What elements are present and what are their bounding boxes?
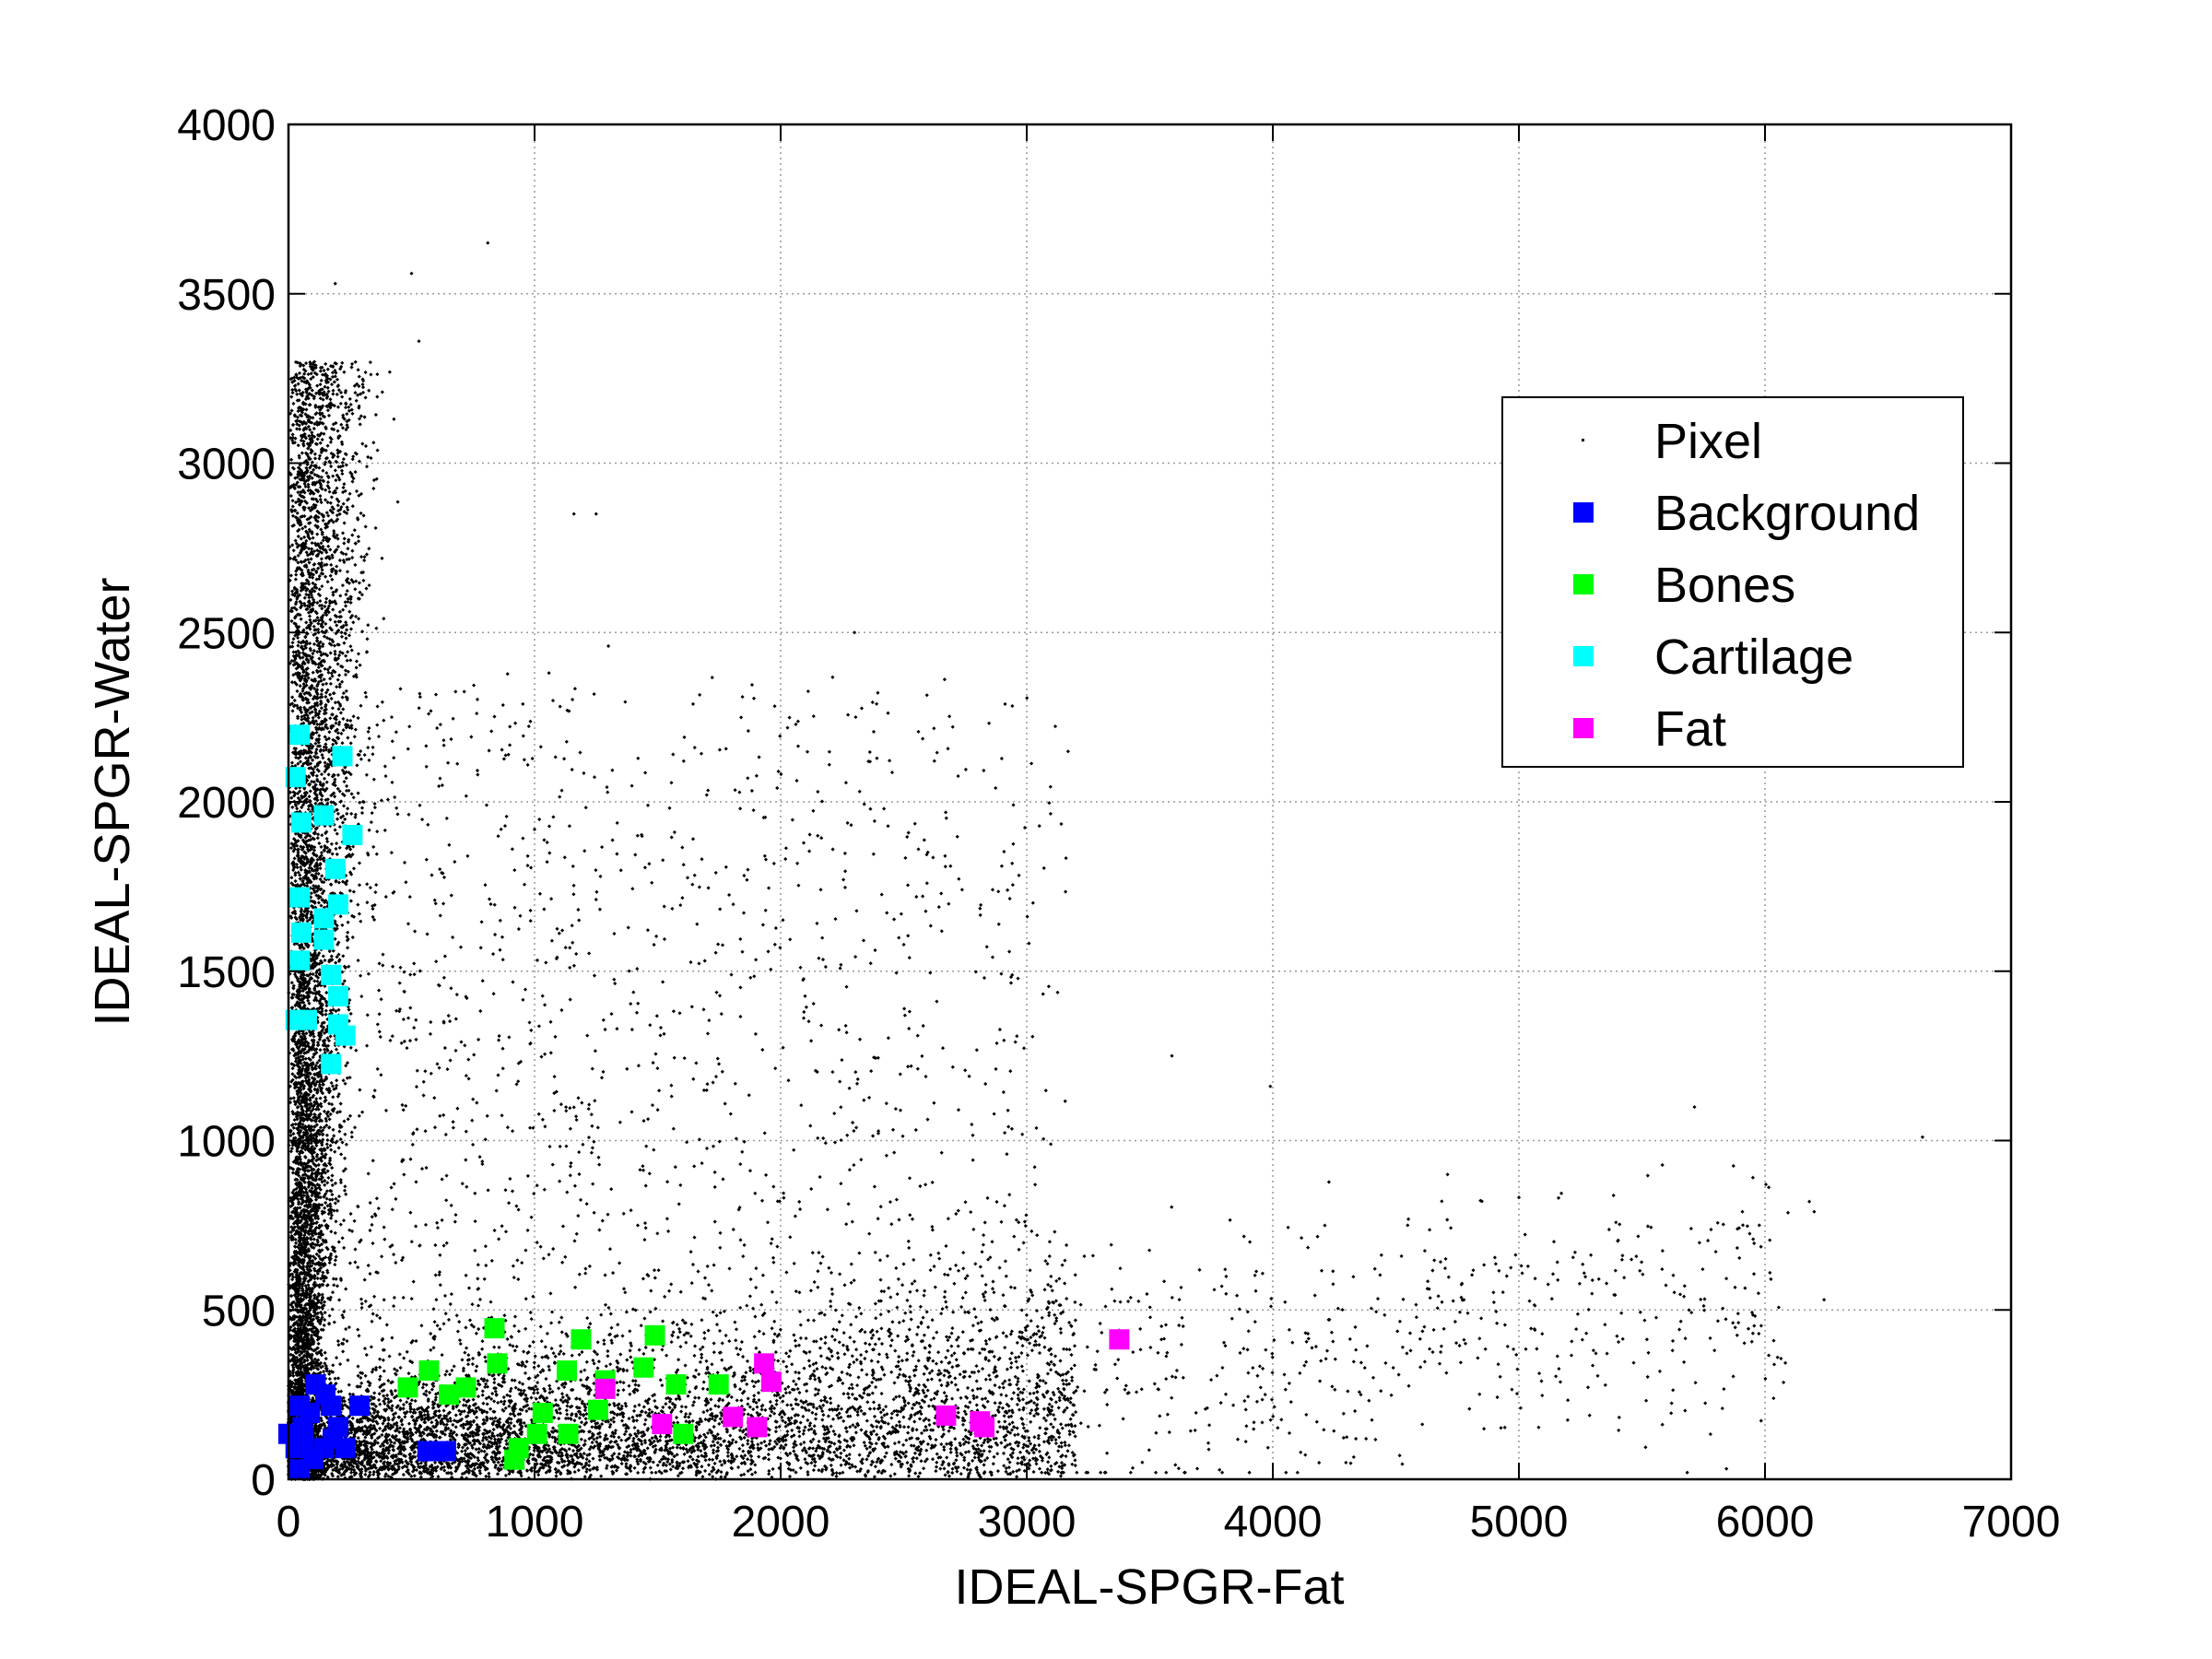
- marker-cartilage: [290, 922, 312, 943]
- marker-cartilage: [285, 767, 306, 788]
- y-tick-label: 1500: [177, 948, 276, 997]
- grid: [288, 124, 2011, 1479]
- marker-bones: [439, 1384, 460, 1406]
- marker-cartilage: [327, 985, 348, 1006]
- y-tick-label: 2000: [177, 779, 276, 828]
- x-axis-label: IDEAL-SPGR-Fat: [954, 1559, 1344, 1615]
- y-axis-label: IDEAL-SPGR-Water: [85, 577, 140, 1026]
- marker-bones: [708, 1374, 729, 1395]
- marker-cartilage: [290, 812, 312, 833]
- marker-bones: [418, 1360, 440, 1382]
- x-tick-label: 0: [276, 1498, 301, 1547]
- marker-background: [300, 1402, 321, 1423]
- legend: Pixel Background Bones Cartilage Fat: [1501, 396, 1964, 768]
- legend-background-icon: [1573, 502, 1594, 523]
- y-tick-label: 3500: [177, 271, 276, 320]
- marker-background: [417, 1441, 438, 1462]
- legend-bones-icon: [1573, 574, 1594, 594]
- marker-background: [315, 1384, 336, 1406]
- marker-cartilage: [342, 825, 363, 846]
- marker-bones: [455, 1377, 477, 1398]
- legend-label: Pixel: [1654, 414, 1762, 469]
- x-tick-label: 3000: [978, 1498, 1077, 1547]
- marker-fat: [594, 1378, 616, 1399]
- marker-bones: [484, 1318, 505, 1339]
- marker-cartilage: [289, 887, 311, 908]
- x-tick-label: 4000: [1224, 1498, 1323, 1547]
- x-tick-label: 7000: [1962, 1498, 2061, 1547]
- marker-background: [349, 1395, 371, 1417]
- marker-cartilage: [289, 724, 311, 746]
- marker-cartilage: [313, 908, 335, 929]
- marker-fat: [974, 1417, 995, 1438]
- marker-bones: [587, 1399, 608, 1420]
- marker-bones: [665, 1374, 687, 1395]
- marker-fat: [747, 1417, 768, 1438]
- marker-bones: [644, 1324, 665, 1346]
- y-tick-label: 1000: [177, 1118, 276, 1167]
- legend-label: Background: [1654, 486, 1920, 541]
- marker-background: [323, 1428, 344, 1449]
- marker-cartilage: [297, 1009, 318, 1030]
- marker-bones: [397, 1377, 418, 1398]
- marker-bones: [558, 1423, 579, 1444]
- marker-cartilage: [289, 950, 311, 971]
- y-tick-label: 3000: [177, 441, 276, 489]
- marker-bones: [633, 1357, 654, 1378]
- marker-fat: [652, 1414, 673, 1435]
- y-tick-label: 2500: [177, 609, 276, 658]
- marker-fat: [1109, 1329, 1130, 1350]
- x-tick-label: 2000: [732, 1498, 830, 1547]
- y-tick-label: 0: [251, 1456, 276, 1505]
- legend-cartilage-icon: [1573, 646, 1594, 666]
- x-tick-label: 1000: [486, 1498, 584, 1547]
- marker-bones: [571, 1329, 592, 1350]
- marker-fat: [723, 1406, 744, 1428]
- marker-background: [435, 1441, 456, 1462]
- legend-fat-icon: [1573, 718, 1594, 738]
- marker-bones: [504, 1449, 525, 1470]
- marker-cartilage: [313, 805, 335, 826]
- y-tick-label: 500: [202, 1287, 276, 1335]
- marker-cartilage: [321, 1053, 342, 1075]
- legend-label: Fat: [1654, 701, 1726, 757]
- marker-bones: [487, 1353, 508, 1374]
- x-tick-label: 5000: [1470, 1498, 1569, 1547]
- legend-label: Bones: [1654, 558, 1795, 613]
- marker-bones: [526, 1423, 547, 1444]
- marker-cartilage: [324, 858, 346, 879]
- class-markers: [278, 724, 1130, 1480]
- marker-cartilage: [313, 929, 335, 950]
- marker-bones: [532, 1402, 553, 1423]
- marker-background: [293, 1428, 314, 1449]
- marker-bones: [673, 1423, 694, 1444]
- marker-cartilage: [332, 746, 353, 767]
- legend-pixel-icon: [1582, 439, 1584, 441]
- legend-label: Cartilage: [1654, 629, 1853, 685]
- marker-cartilage: [335, 1025, 356, 1046]
- marker-cartilage: [321, 964, 342, 985]
- marker-bones: [556, 1360, 577, 1382]
- marker-background: [302, 1448, 324, 1469]
- marker-fat: [754, 1353, 775, 1374]
- marker-fat: [935, 1405, 957, 1426]
- x-tick-label: 6000: [1716, 1498, 1815, 1547]
- y-tick-label: 4000: [177, 101, 276, 150]
- marker-fat: [760, 1371, 782, 1393]
- ticks: 0 1000 2000 3000 4000 5000 6000 7000 0 500 1000 150…: [177, 101, 2060, 1547]
